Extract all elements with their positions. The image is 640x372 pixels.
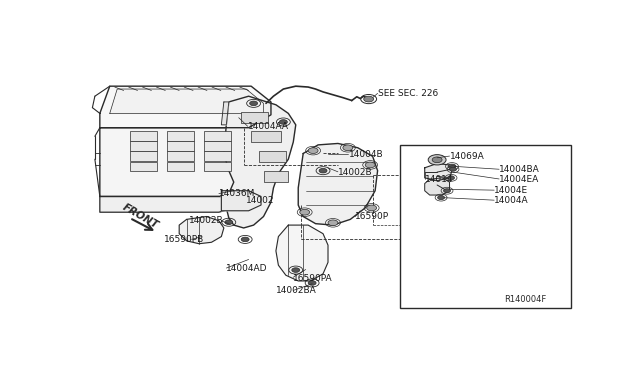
Bar — [204, 141, 231, 151]
Polygon shape — [425, 164, 452, 181]
Text: 16590P: 16590P — [355, 212, 389, 221]
Bar — [167, 161, 194, 171]
Circle shape — [241, 237, 249, 242]
Bar — [129, 151, 157, 161]
Text: FRONT: FRONT — [121, 202, 160, 231]
Circle shape — [447, 176, 454, 180]
Circle shape — [308, 148, 318, 154]
Polygon shape — [221, 102, 229, 125]
Bar — [204, 151, 231, 161]
Circle shape — [438, 196, 445, 200]
Bar — [400, 145, 571, 308]
Bar — [204, 161, 231, 171]
Circle shape — [367, 205, 376, 211]
Bar — [167, 131, 194, 141]
Circle shape — [328, 220, 338, 226]
Text: 14004B: 14004B — [349, 150, 383, 158]
Circle shape — [449, 167, 456, 171]
Circle shape — [365, 162, 375, 168]
Text: 14004E: 14004E — [494, 186, 528, 195]
Text: 14036M: 14036M — [219, 189, 255, 198]
Circle shape — [444, 189, 451, 193]
Polygon shape — [221, 191, 261, 211]
Bar — [241, 112, 269, 124]
Text: SEE SEC. 226: SEE SEC. 226 — [378, 89, 438, 98]
Text: 14002: 14002 — [246, 196, 275, 205]
Bar — [251, 131, 281, 142]
Text: 14002BA: 14002BA — [276, 286, 317, 295]
Polygon shape — [179, 217, 224, 244]
Text: 16590PA: 16590PA — [293, 273, 333, 283]
Polygon shape — [276, 225, 328, 281]
Text: 14004AA: 14004AA — [248, 122, 289, 131]
Bar — [129, 131, 157, 141]
Circle shape — [319, 169, 327, 173]
Circle shape — [364, 96, 374, 102]
Text: 14014: 14014 — [425, 175, 453, 184]
Circle shape — [308, 280, 316, 285]
Polygon shape — [224, 96, 296, 228]
Polygon shape — [100, 86, 271, 128]
Text: 14002B: 14002B — [338, 168, 372, 177]
Text: 14004A: 14004A — [494, 196, 529, 205]
Polygon shape — [100, 128, 249, 196]
Bar — [129, 141, 157, 151]
Text: 14069A: 14069A — [449, 152, 484, 161]
Bar — [167, 141, 194, 151]
Circle shape — [225, 220, 233, 225]
Polygon shape — [298, 144, 378, 225]
Bar — [129, 161, 157, 171]
Bar — [259, 151, 286, 162]
Circle shape — [292, 268, 300, 272]
Text: 14004EA: 14004EA — [499, 175, 540, 184]
Circle shape — [280, 120, 287, 124]
Text: 14004AD: 14004AD — [227, 264, 268, 273]
Circle shape — [300, 209, 310, 215]
Circle shape — [343, 145, 353, 151]
Bar — [167, 151, 194, 161]
Polygon shape — [100, 196, 234, 212]
Circle shape — [428, 155, 446, 165]
Text: R140004F: R140004F — [504, 295, 547, 304]
Circle shape — [250, 101, 257, 106]
Text: 14004BA: 14004BA — [499, 165, 540, 174]
Bar — [264, 171, 288, 182]
Circle shape — [432, 157, 442, 163]
Polygon shape — [110, 89, 264, 113]
Bar — [204, 131, 231, 141]
Text: 14002B: 14002B — [189, 216, 224, 225]
Polygon shape — [425, 178, 449, 195]
Circle shape — [448, 164, 456, 169]
Text: 16590PB: 16590PB — [164, 235, 205, 244]
